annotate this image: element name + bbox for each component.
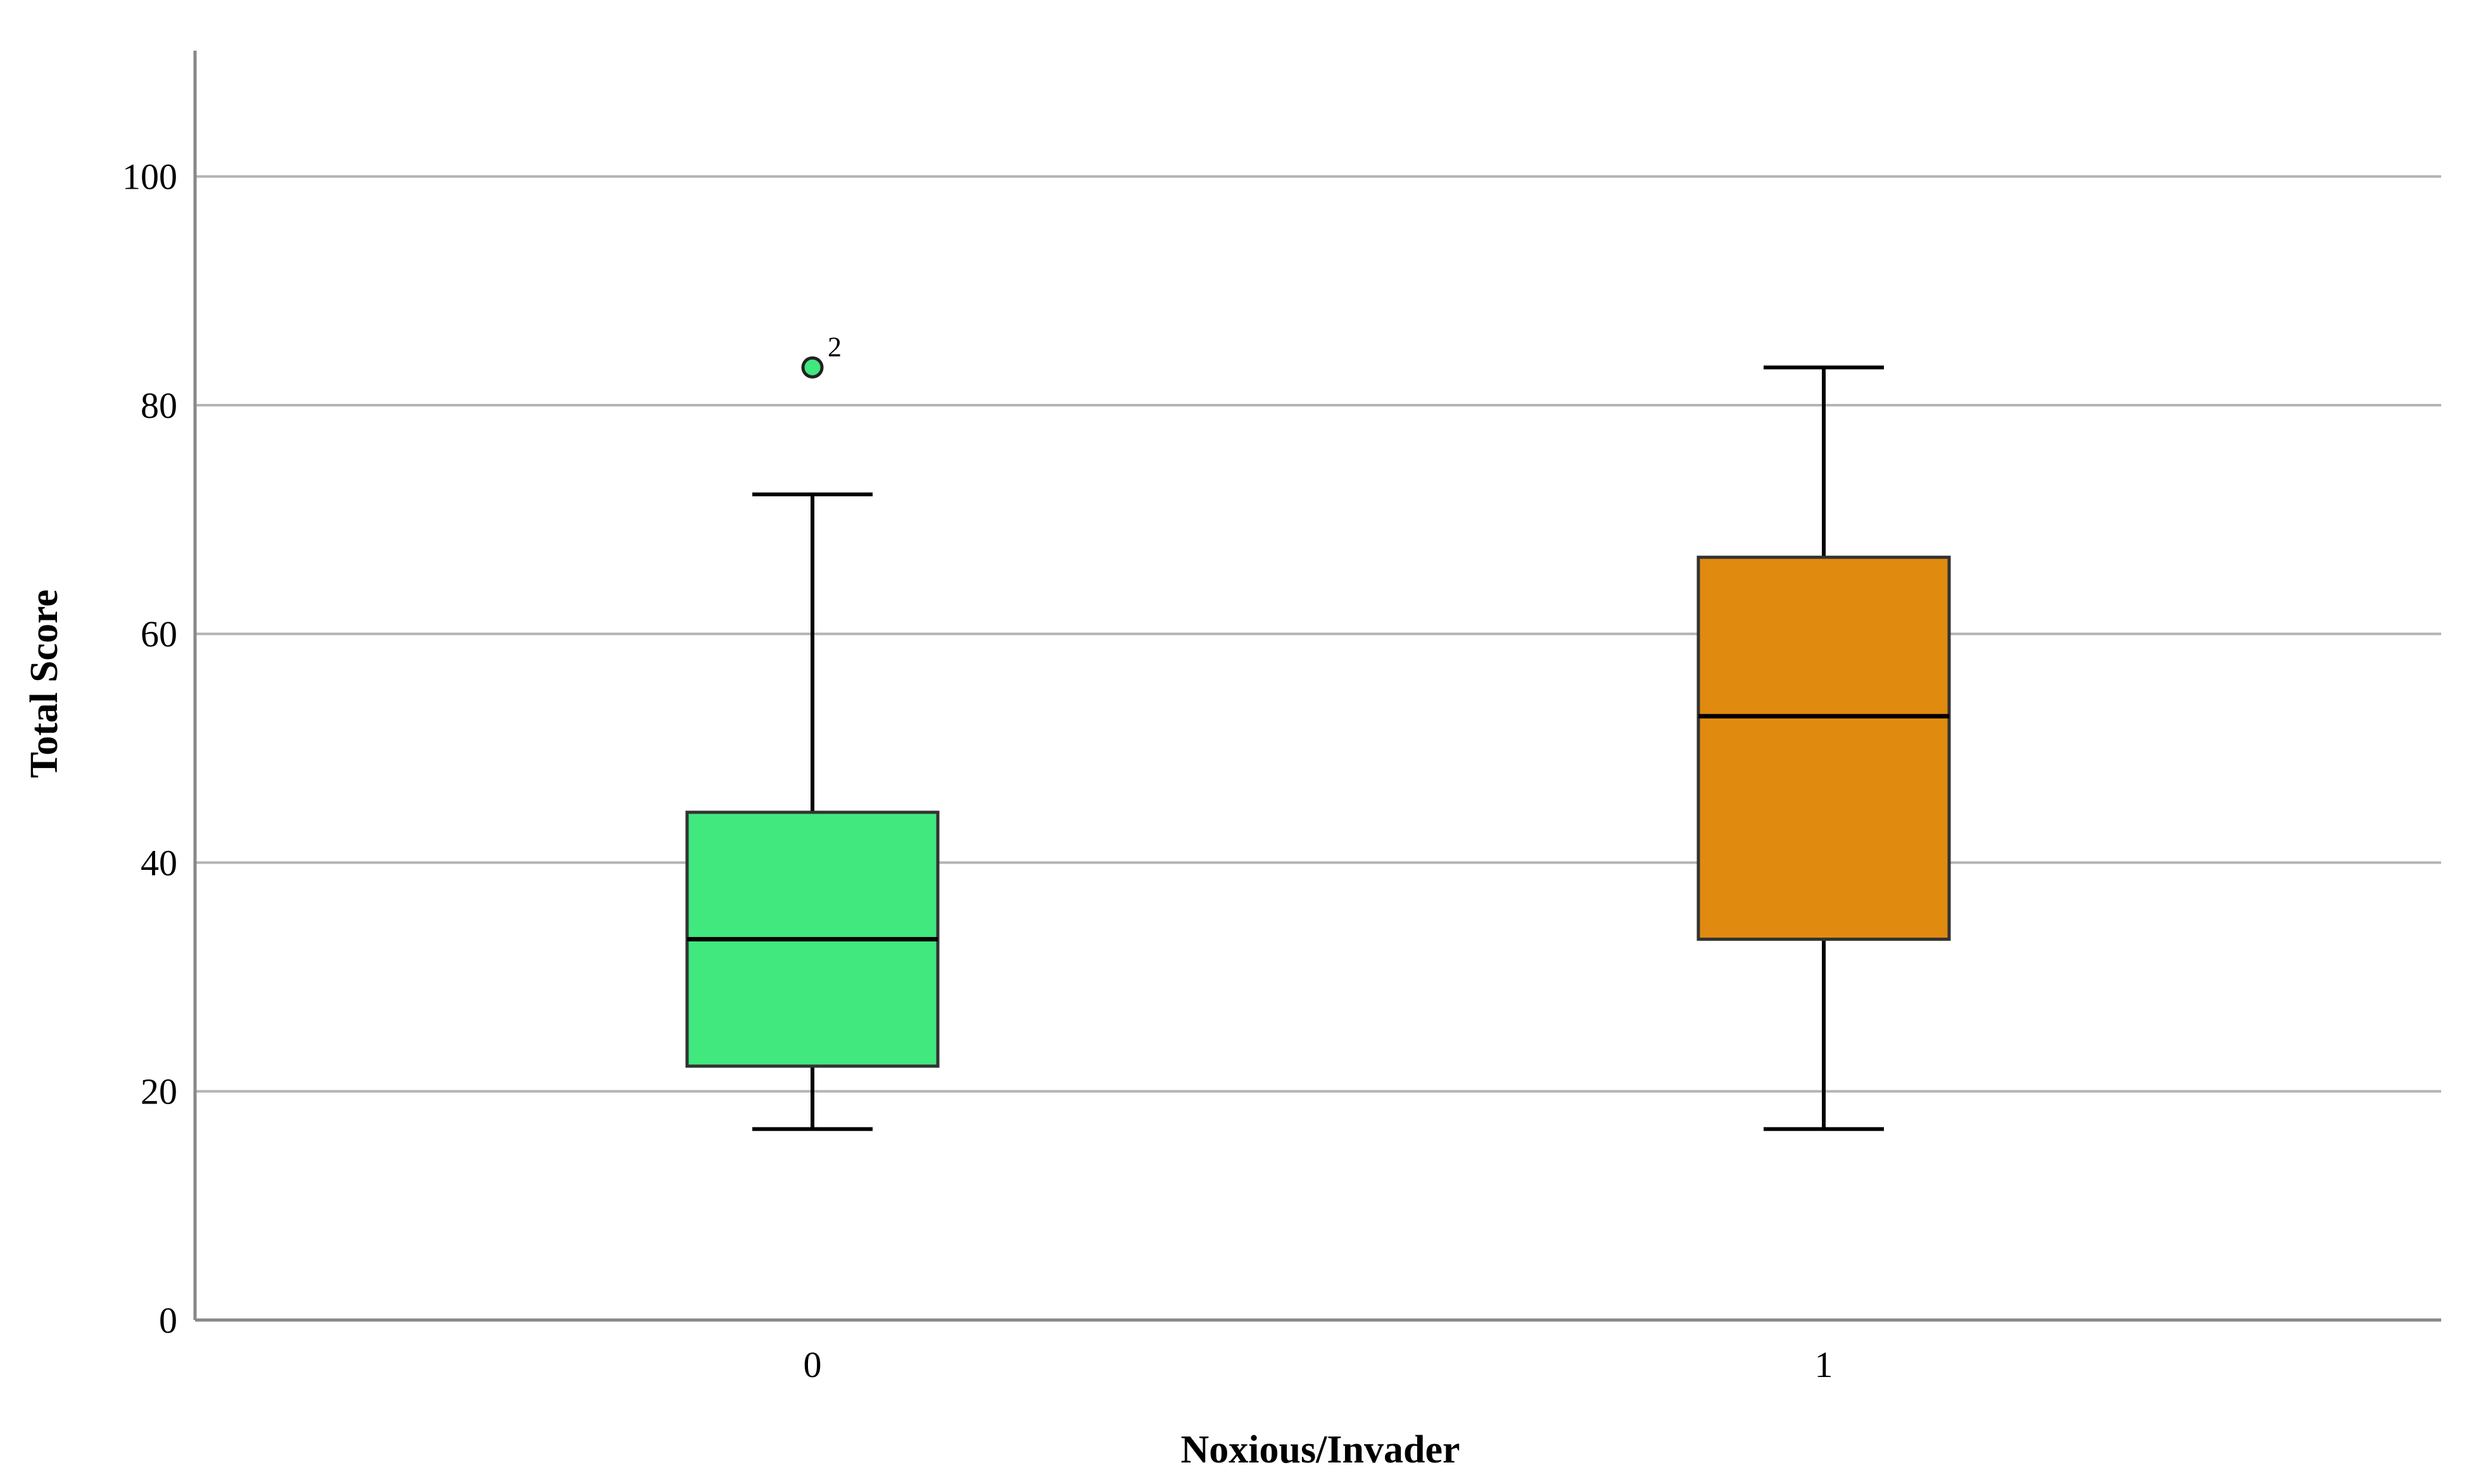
outlier-label-0-0: 2 bbox=[828, 331, 842, 362]
box-group-1 bbox=[1696, 365, 1951, 1131]
y-axis-title: Total Score bbox=[23, 589, 66, 778]
x-tick-label-0: 0 bbox=[804, 1344, 822, 1385]
x-axis-title: Noxious/Invader bbox=[1181, 1428, 1460, 1471]
gridlines bbox=[195, 175, 2441, 1093]
tick-labels: 0 20 40 60 80 100 0 1 bbox=[122, 156, 1833, 1385]
x-tick-label-1: 1 bbox=[1815, 1344, 1833, 1385]
y-tick-label-100: 100 bbox=[122, 156, 177, 198]
boxes: 2 bbox=[685, 331, 1951, 1131]
y-tick-label-20: 20 bbox=[141, 1071, 177, 1112]
y-tick-label-80: 80 bbox=[141, 385, 177, 426]
box-group-0: 2 bbox=[685, 331, 940, 1131]
y-tick-label-0: 0 bbox=[159, 1300, 177, 1341]
outlier-point-0-0 bbox=[801, 356, 824, 379]
y-tick-label-60: 60 bbox=[141, 613, 177, 655]
box-iqr-1 bbox=[1696, 555, 1951, 941]
axes bbox=[193, 51, 2441, 1322]
y-tick-label-40: 40 bbox=[141, 842, 177, 883]
